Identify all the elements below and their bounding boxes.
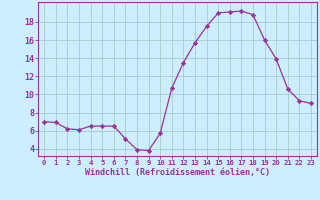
X-axis label: Windchill (Refroidissement éolien,°C): Windchill (Refroidissement éolien,°C) xyxy=(85,168,270,177)
